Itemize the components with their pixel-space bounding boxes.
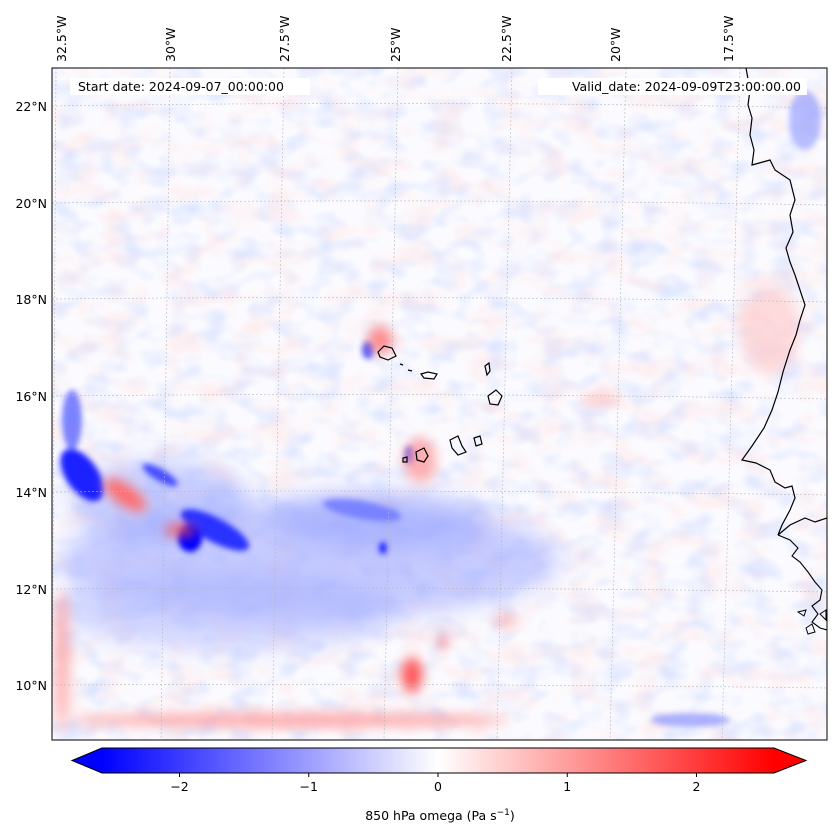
- lon-label: 17.5°W: [721, 16, 736, 62]
- valid-date-box: [538, 78, 807, 95]
- longitude-labels: 32.5°W 30°W 27.5°W 25°W 22.5°W 20°W 17.5…: [54, 16, 736, 62]
- lon-label: 25°W: [388, 27, 403, 62]
- colorbar-tick-label: 2: [692, 779, 700, 794]
- colorbar-tick-label: 0: [434, 779, 442, 794]
- lat-label: 10°N: [15, 678, 47, 693]
- africa-coastline: [740, 68, 827, 536]
- bijagos-islands: [796, 609, 827, 635]
- map-frame: [51, 67, 828, 741]
- colorbar-tick-label: 1: [563, 779, 571, 794]
- lon-label: 32.5°W: [54, 16, 69, 62]
- valid-date-label: Valid_date: 2024-09-09T23:00:00.00: [572, 79, 801, 94]
- strong-ascent-cores: [60, 90, 821, 727]
- lat-label: 20°N: [15, 196, 47, 211]
- lat-label: 22°N: [15, 99, 47, 114]
- lat-label: 12°N: [15, 582, 47, 597]
- colorbar-extend-max: [774, 748, 806, 773]
- latitude-labels: 22°N 20°N 18°N 16°N 14°N 12°N 10°N: [15, 99, 47, 693]
- gambia-coast: [777, 534, 827, 631]
- lat-label: 16°N: [15, 389, 47, 404]
- lat-label: 18°N: [15, 292, 47, 307]
- lon-label: 20°W: [608, 27, 623, 62]
- colorbar-extend-min: [72, 748, 102, 773]
- cape-verde-islands: [377, 345, 503, 463]
- colorbar: −2 −1 0 1 2 850 hPa omega (Pa s−1): [70, 747, 808, 823]
- lon-label: 27.5°W: [277, 16, 292, 62]
- start-date-label: Start date: 2024-09-07_00:00:00: [78, 79, 284, 94]
- colorbar-label-main: 850 hPa omega (Pa s: [365, 808, 496, 823]
- colorbar-outline: [70, 747, 808, 774]
- lon-label: 22.5°W: [499, 16, 514, 62]
- colorbar-tick-label: −2: [170, 779, 188, 794]
- omega-map: Start date: 2024-09-07_00:00:00 Valid_da…: [52, 68, 827, 740]
- colorbar-tick-label: −1: [300, 779, 318, 794]
- colorbar-label: 850 hPa omega (Pa s−1): [365, 808, 515, 823]
- descent-region: [54, 285, 800, 730]
- colorbar-label-exponent: −1: [497, 808, 510, 818]
- colorbar-label-close: ): [510, 808, 515, 823]
- gridlines: [52, 68, 827, 740]
- lon-label: 30°W: [163, 27, 178, 62]
- colorbar-gradient: [102, 748, 774, 773]
- lat-label: 14°N: [15, 485, 47, 500]
- colorbar-ticks: −2 −1 0 1 2: [170, 773, 700, 794]
- start-date-box: [70, 78, 310, 95]
